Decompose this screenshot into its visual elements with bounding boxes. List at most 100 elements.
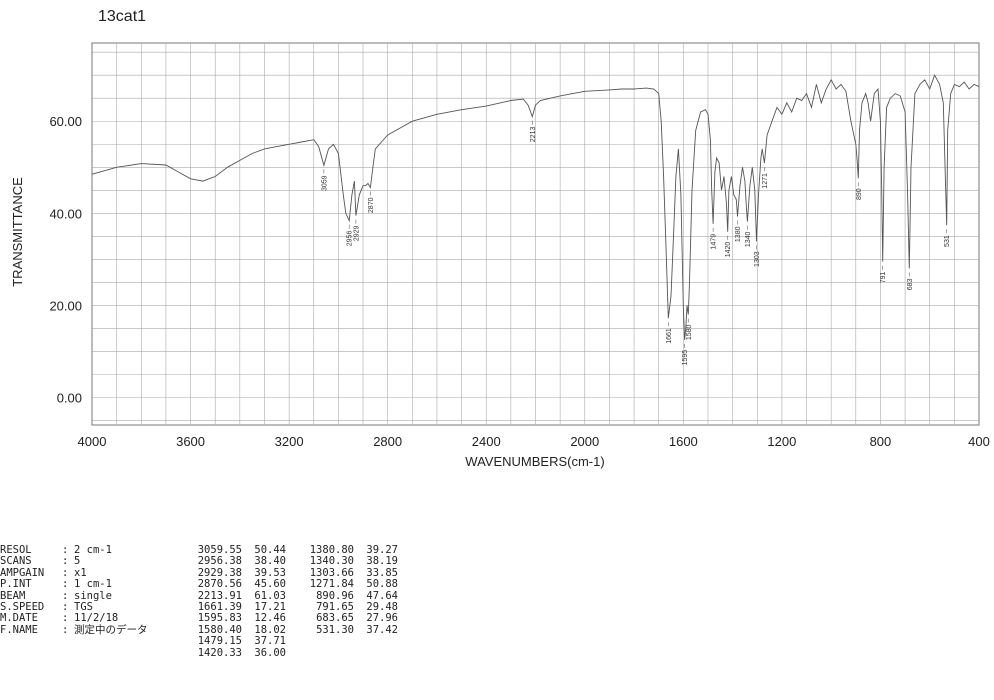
peak-label: 3059	[321, 175, 328, 191]
x-tick-label: 2000	[570, 434, 599, 449]
peak-table-row: 2929.38 39.53 1303.66 33.85	[186, 566, 398, 579]
peak-labels: 3059 2956 2929 2870 2213 1661 1595 1580 1479 1420…	[321, 120, 951, 366]
peak-label: 2213	[530, 127, 537, 143]
param-value: TGS	[74, 601, 93, 614]
param-value: 測定中のデータ	[74, 623, 148, 636]
param-row: SCANS:5	[0, 555, 148, 568]
peak-wavenumber: 1479.15	[197, 635, 242, 648]
peak-table-row: 2870.56 45.60 1271.84 50.88	[186, 578, 398, 591]
peak-transmittance: 47.64	[366, 589, 398, 602]
peak-wavenumber: 2213.91	[197, 589, 242, 602]
param-key: P.INT	[0, 578, 32, 591]
param-value: 5	[74, 555, 81, 568]
y-tick-label: 40.00	[49, 206, 82, 221]
peak-table-row: 3059.55 50.44 1380.80 39.27	[186, 544, 398, 556]
peak-wavenumber	[286, 636, 354, 647]
peak-label: 1595	[682, 350, 689, 366]
y-axis-label: TRANSMITTANCE	[10, 177, 25, 287]
x-tick-label: 3600	[176, 434, 205, 449]
x-tick-label: 4000	[78, 434, 107, 449]
x-tick-label: 400	[968, 434, 990, 449]
peak-transmittance: 37.42	[366, 623, 398, 636]
peak-label: 2956	[347, 231, 354, 247]
peak-transmittance: 39.27	[366, 544, 398, 556]
peak-wavenumber: 1661.39	[197, 601, 242, 614]
peak-wavenumber	[286, 648, 354, 659]
peak-wavenumber: 1303.66	[309, 566, 354, 579]
peak-wavenumber: 2956.38	[197, 555, 242, 568]
param-separator: :	[62, 589, 69, 602]
peak-wavenumber: 1595.83	[197, 612, 242, 625]
peak-label: 1479	[711, 234, 718, 250]
param-row: RESOL:2 cm-1	[0, 544, 148, 556]
param-row: S.SPEED: TGS	[0, 601, 148, 614]
peak-wavenumber: 791.65	[316, 601, 354, 614]
peak-label: 890	[856, 188, 863, 200]
param-row: BEAM: single	[0, 589, 148, 602]
y-tick-label: 20.00	[49, 298, 82, 313]
peak-transmittance: 12.46	[254, 612, 286, 625]
peak-table-row: 2213.91 61.03 890.96 47.64	[186, 589, 398, 602]
peak-transmittance: 38.19	[366, 555, 398, 568]
peak-table-row: 1479.15 37.71	[186, 635, 398, 648]
peak-transmittance: 18.02	[254, 623, 286, 636]
param-separator: :	[62, 612, 69, 625]
param-key: RESOL	[0, 544, 32, 556]
peak-wavenumber: 683.65	[316, 612, 354, 625]
param-key: BEAM	[0, 589, 26, 602]
peak-wavenumber: 1580.40	[197, 623, 242, 636]
peak-transmittance: 50.44	[254, 544, 286, 556]
param-separator: :	[62, 544, 69, 556]
peak-label: 1661	[666, 328, 673, 344]
x-tick-label: 800	[870, 434, 892, 449]
grid-lines	[92, 43, 979, 425]
x-tick-label: 1600	[669, 434, 698, 449]
peak-wavenumber: 3059.55	[197, 544, 242, 556]
peak-wavenumber: 2929.38	[197, 566, 242, 579]
param-value: single	[74, 589, 112, 602]
peak-wavenumber: 1380.80	[309, 544, 354, 556]
sample-title: 13cat1	[98, 8, 147, 25]
param-key: M.DATE	[0, 612, 38, 625]
peak-transmittance: 39.53	[254, 566, 286, 579]
y-tick-label: 0.00	[57, 390, 82, 405]
peak-transmittance: 38.40	[254, 555, 286, 568]
peak-table-row: 1661.39 17.21 791.65 29.48	[186, 601, 398, 614]
peak-wavenumber: 1271.84	[309, 578, 354, 591]
peak-label: 531	[944, 235, 951, 247]
peak-table-row: 1420.33 36.00	[186, 646, 398, 659]
peak-transmittance	[354, 648, 398, 659]
peak-table-row: 2956.38 38.40 1340.30 38.19	[186, 555, 398, 568]
x-tick-label: 2400	[472, 434, 501, 449]
peak-label: 1420	[725, 242, 732, 258]
peak-transmittance: 36.00	[254, 646, 286, 659]
y-tick-label: 60.00	[49, 114, 82, 129]
peak-wavenumber: 1340.30	[309, 555, 354, 568]
axis-ticks: 4000 3600 3200 2800 2400 2000 1600 1200 800 400 0.…	[49, 114, 989, 449]
peak-transmittance: 61.03	[254, 589, 286, 602]
peak-transmittance: 27.96	[366, 612, 398, 625]
param-value: 11/2/18	[74, 612, 119, 625]
param-separator: :	[62, 623, 69, 636]
instrument-parameters: RESOL:2 cm-1 SCANS:5 AMPGAIN: x1 P.INT:1 cm-…	[0, 544, 148, 636]
peak-label: 1271	[762, 173, 769, 189]
param-row: P.INT:1 cm-1	[0, 578, 148, 591]
peak-label: 1340	[745, 231, 752, 247]
peak-label: 2929	[353, 225, 360, 241]
peak-label: 1303	[754, 251, 761, 267]
param-value: 2 cm-1	[74, 544, 112, 556]
param-separator: :	[62, 555, 69, 568]
x-axis-label: WAVENUMBERS(cm-1)	[465, 454, 604, 469]
x-tick-label: 3200	[275, 434, 304, 449]
peak-table-row: 1580.40 18.02 531.30 37.42	[186, 623, 398, 636]
peak-transmittance: 17.21	[254, 601, 286, 614]
peak-wavenumber: 2870.56	[197, 578, 242, 591]
peak-transmittance: 45.60	[254, 578, 286, 591]
param-key: S.SPEED	[0, 601, 45, 614]
peak-label: 2870	[368, 197, 375, 213]
param-key: SCANS	[0, 555, 32, 568]
peak-transmittance	[354, 636, 398, 647]
peak-wavenumber: 531.30	[316, 623, 354, 636]
spectrum-line	[91, 74, 980, 340]
peak-wavenumber: 890.96	[316, 589, 354, 602]
